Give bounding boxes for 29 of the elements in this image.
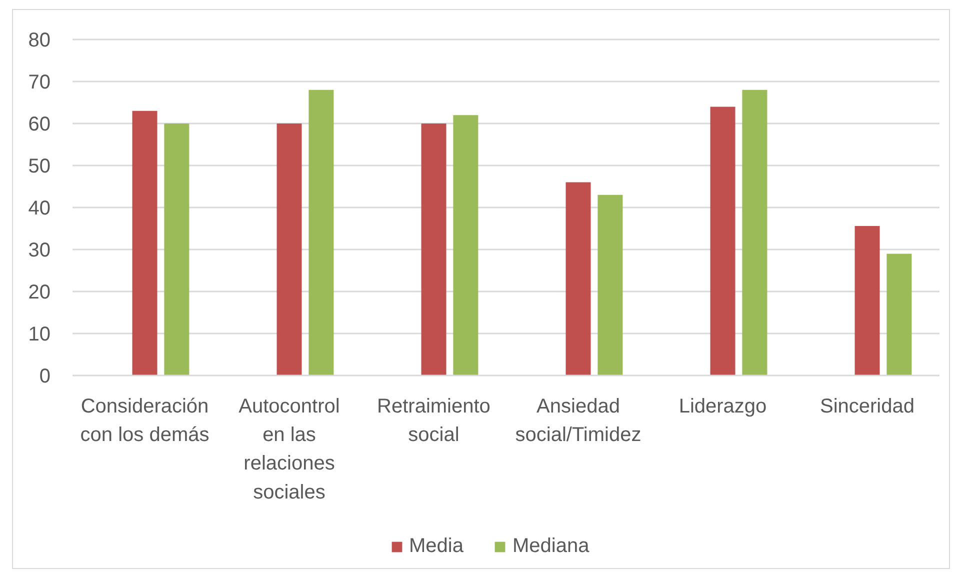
x-tick-label: Autocontrol en las relaciones sociales	[238, 396, 340, 504]
legend-label: Media	[409, 535, 464, 558]
bar	[453, 115, 478, 376]
y-tick-label: 80	[28, 30, 51, 52]
y-tick-label: 60	[28, 114, 51, 136]
bar	[566, 182, 591, 376]
legend-label: Mediana	[512, 535, 590, 558]
bar	[886, 254, 912, 376]
y-tick-label: 70	[28, 72, 51, 94]
y-tick-label: 30	[28, 240, 51, 262]
x-tick-label: Retraimiento social	[377, 396, 490, 446]
x-tick-label: Consideración con los demás	[80, 396, 210, 446]
y-tick-label: 0	[39, 366, 50, 388]
bar	[854, 226, 880, 376]
bar	[308, 90, 334, 376]
y-tick-label: 20	[28, 282, 51, 304]
y-tick-label: 50	[28, 156, 51, 178]
bar	[421, 124, 446, 376]
y-tick-label: 40	[28, 198, 51, 220]
bar	[598, 194, 623, 376]
bar	[164, 124, 190, 376]
bar	[742, 90, 768, 376]
bar	[710, 106, 736, 376]
y-tick-label: 10	[28, 324, 51, 346]
bar	[276, 124, 302, 376]
x-tick-label: Ansiedad social/Timidez	[515, 396, 642, 446]
x-tick-label: Liderazgo	[678, 396, 767, 418]
bar	[132, 110, 158, 376]
x-tick-label: Sinceridad	[820, 396, 915, 418]
